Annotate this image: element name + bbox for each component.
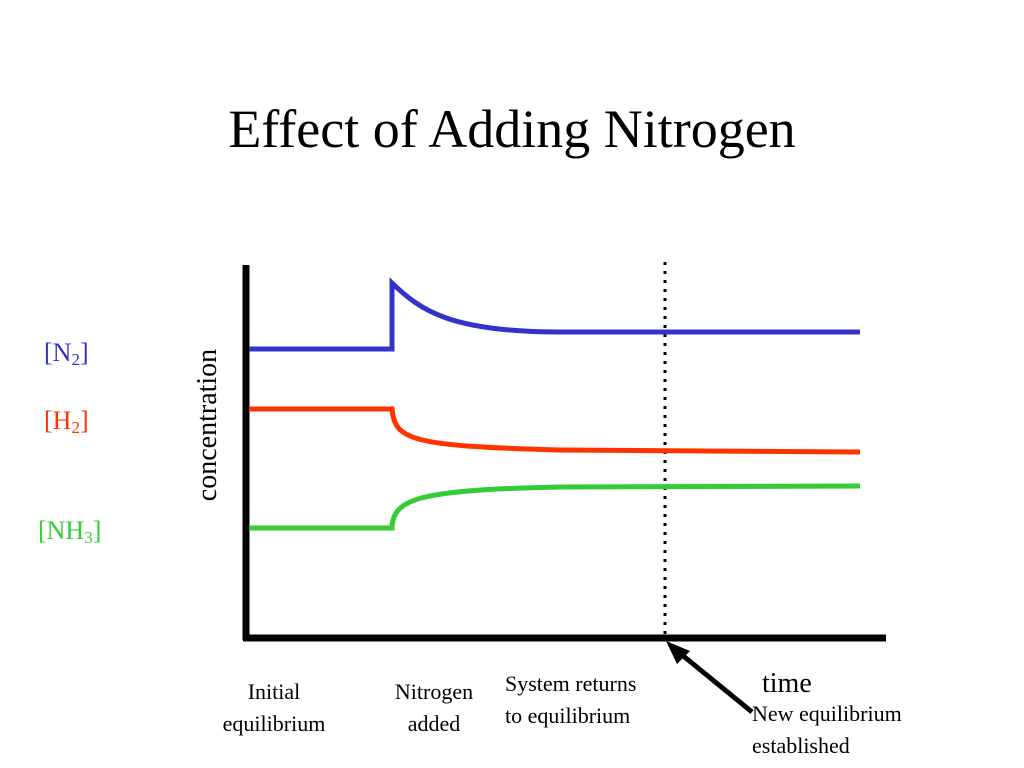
caption-new-equilibrium: New equilibrium established (752, 698, 902, 762)
x-axis-label: time (762, 668, 812, 699)
caption-added-line2: added (407, 711, 461, 736)
n2-curve (249, 277, 860, 352)
new-equilibrium-arrow (674, 648, 754, 714)
n2-label: [N2] (44, 338, 89, 369)
nh3-label-suffix: ] (92, 516, 102, 545)
arrow-head-icon (666, 641, 690, 664)
caption-initial-line1: Initial (247, 679, 301, 704)
nh3-curve (249, 483, 861, 531)
caption-system-returns: System returns to equilibrium (505, 668, 636, 732)
caption-returns-line2: to equilibrium (505, 703, 631, 728)
h2-label-prefix: [H (44, 406, 72, 435)
caption-nitrogen-added: Nitrogen added (378, 676, 490, 740)
h2-label: [H2] (44, 406, 89, 437)
h2-label-sub: 2 (71, 418, 80, 437)
caption-initial-equilibrium: Initial equilibrium (204, 676, 344, 740)
n2-label-prefix: [N (44, 338, 72, 367)
n2-label-suffix: ] (79, 338, 89, 367)
nh3-label-prefix: [NH (38, 516, 85, 545)
caption-new-eq-line1: New equilibrium (752, 701, 902, 726)
caption-initial-line2: equilibrium (222, 711, 326, 736)
caption-added-line1: Nitrogen (394, 679, 474, 704)
h2-curve (249, 406, 861, 455)
h2-label-suffix: ] (79, 406, 89, 435)
n2-label-sub: 2 (71, 350, 80, 369)
nh3-label-sub: 3 (84, 528, 93, 547)
caption-returns-line1: System returns (505, 671, 637, 696)
caption-new-eq-line2: established (752, 733, 850, 758)
nh3-label: [NH3] (38, 516, 102, 547)
slide-title: Effect of Adding Nitrogen (228, 99, 796, 159)
